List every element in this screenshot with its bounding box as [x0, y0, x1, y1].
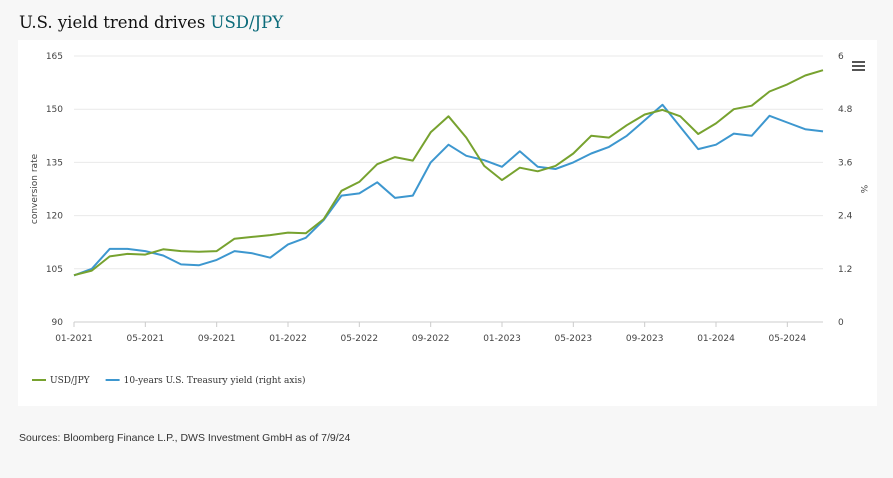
x-tick-label: 09-2022: [412, 334, 450, 344]
x-tick-label: 05-2024: [769, 334, 807, 344]
right-tick-label: 4.8: [838, 105, 853, 115]
right-tick-label: 1.2: [838, 265, 852, 275]
title-accent: USD/JPY: [210, 13, 284, 32]
x-tick-label: 01-2021: [55, 334, 93, 344]
legend-item-label[interactable]: 10-years U.S. Treasury yield (right axis…: [124, 375, 306, 386]
x-tick-label: 01-2024: [697, 334, 735, 344]
source-note: Sources: Bloomberg Finance L.P., DWS Inv…: [19, 432, 351, 444]
right-axis-ticks: 0 1.2 2.4 3.6 4.8 6: [838, 52, 853, 328]
right-tick-label: 6: [838, 52, 844, 62]
left-tick-label: 165: [46, 52, 63, 62]
left-tick-label: 90: [52, 318, 64, 328]
chart-title: U.S. yield trend drives USD/JPY: [19, 13, 283, 32]
right-tick-label: 3.6: [838, 158, 853, 168]
treasury-yield-line: [73, 103, 824, 277]
hamburger-menu-icon[interactable]: [852, 61, 865, 71]
x-tick-label: 01-2023: [483, 334, 521, 344]
x-tick-label: 05-2022: [341, 334, 379, 344]
x-tick-label: 01-2022: [269, 334, 307, 344]
gridlines: [74, 55, 823, 323]
x-axis-ticks: 01-2021 05-2021 09-2021 01-2022 05-2022 09-20…: [55, 322, 806, 344]
left-axis-label: conversion rate: [30, 153, 40, 224]
x-tick-label: 09-2023: [626, 334, 664, 344]
left-tick-label: 150: [46, 105, 63, 115]
x-tick-label: 09-2021: [198, 334, 236, 344]
x-tick-label: 05-2023: [555, 334, 593, 344]
title-main: U.S. yield trend drives: [19, 13, 206, 32]
right-axis-label: %: [858, 185, 868, 194]
left-tick-label: 105: [46, 265, 63, 275]
left-tick-label: 120: [46, 212, 63, 222]
legend-item-label[interactable]: USD/JPY: [50, 376, 91, 386]
legend: USD/JPY 10-years U.S. Treasury yield (rig…: [32, 375, 305, 386]
left-axis-ticks: 90 105 120 135 150 165: [46, 52, 63, 328]
right-tick-label: 0: [838, 318, 844, 328]
x-tick-label: 05-2021: [127, 334, 165, 344]
right-tick-label: 2.4: [838, 212, 853, 222]
usdjpy-line: [73, 69, 824, 277]
chart-panel: [18, 40, 877, 406]
series-lines: [73, 69, 824, 277]
left-tick-label: 135: [46, 158, 63, 168]
